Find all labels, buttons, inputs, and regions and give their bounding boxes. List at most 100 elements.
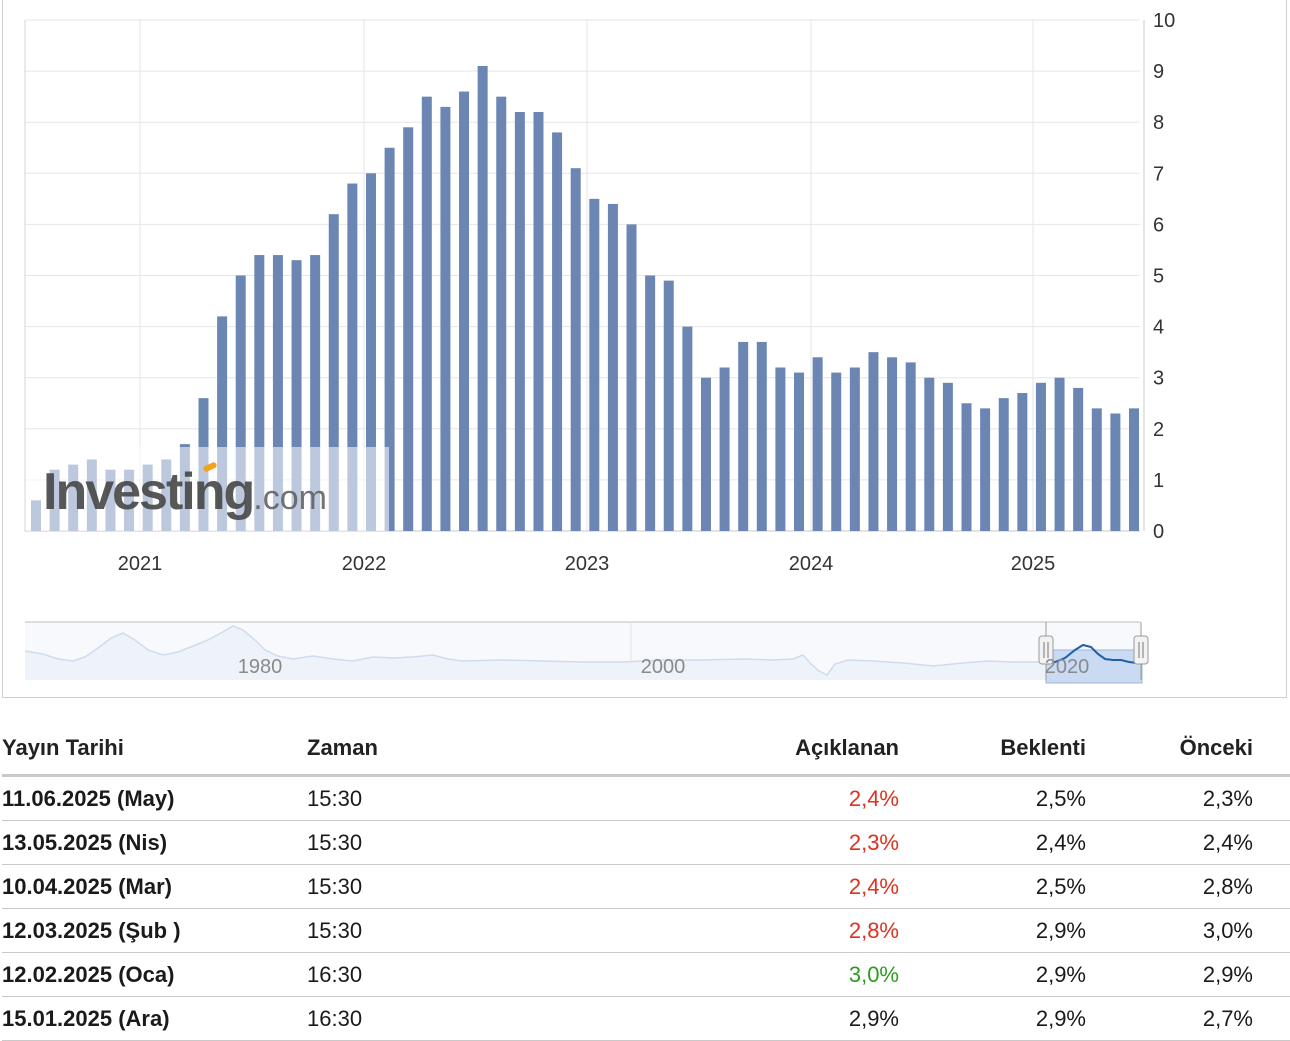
header-time[interactable]: Zaman bbox=[307, 722, 607, 777]
row-time: 16:30 bbox=[307, 996, 607, 1041]
chart-bar bbox=[756, 341, 767, 531]
row-actual: 2,8% bbox=[607, 908, 899, 953]
row-time: 15:30 bbox=[307, 908, 607, 953]
row-date: 11.06.2025 (May) bbox=[2, 775, 307, 821]
row-spacer bbox=[1253, 996, 1290, 1041]
navigator-handle[interactable] bbox=[1133, 635, 1149, 665]
row-spacer bbox=[1253, 864, 1290, 909]
chart-bar bbox=[477, 65, 488, 532]
chart-bar bbox=[980, 408, 991, 531]
y-tick-label: 5 bbox=[1153, 266, 1164, 288]
row-date: 15.01.2025 (Ara) bbox=[2, 996, 307, 1041]
row-previous: 2,8% bbox=[1086, 864, 1253, 909]
row-date: 10.04.2025 (Mar) bbox=[2, 864, 307, 909]
chart-panel: 0 1 2 3 4 5 6 7 8 9 10 2021 2022 2023 2024 2025 1980 200… bbox=[2, 0, 1287, 698]
header-forecast[interactable]: Beklenti bbox=[899, 722, 1086, 777]
row-spacer bbox=[1253, 952, 1290, 997]
chart-bar bbox=[831, 372, 842, 531]
navigator-selected-line bbox=[1046, 643, 1142, 665]
row-previous: 2,4% bbox=[1086, 820, 1253, 865]
table-row: 10.04.2025 (Mar) 15:30 2,4% 2,5% 2,8% bbox=[2, 864, 1290, 909]
chart-bar bbox=[942, 382, 953, 531]
x-tick-label: 2024 bbox=[789, 553, 834, 575]
chart-bar bbox=[384, 147, 395, 531]
chart-bar bbox=[440, 106, 451, 532]
chart-bar bbox=[533, 111, 544, 531]
release-history-table: Yayın Tarihi Zaman Açıklanan Beklenti Ön… bbox=[2, 722, 1290, 1041]
chart-bar bbox=[961, 403, 972, 531]
header-date[interactable]: Yayın Tarihi bbox=[2, 722, 307, 777]
chart-bar bbox=[254, 255, 265, 531]
chart-bar bbox=[403, 127, 414, 531]
chart-bar bbox=[347, 183, 358, 531]
chart-bar bbox=[682, 326, 693, 531]
chart-bar bbox=[328, 214, 339, 531]
navigator-year-label: 1980 bbox=[238, 656, 283, 678]
row-forecast: 2,4% bbox=[899, 820, 1086, 865]
row-date: 12.03.2025 (Şub ) bbox=[2, 908, 307, 953]
navigator-handle[interactable] bbox=[1038, 635, 1054, 665]
chart-bar bbox=[217, 316, 228, 531]
chart-bar bbox=[887, 357, 898, 531]
chart-bar bbox=[738, 341, 749, 531]
chart-bar bbox=[291, 260, 302, 531]
chart-bar bbox=[1129, 408, 1139, 531]
header-previous[interactable]: Önceki bbox=[1086, 722, 1253, 777]
navigator-year-label: 2020 bbox=[1045, 656, 1090, 678]
row-forecast: 2,5% bbox=[899, 775, 1086, 821]
y-tick-label: 2 bbox=[1153, 419, 1164, 441]
chart-bar bbox=[1110, 413, 1121, 531]
row-time: 15:30 bbox=[307, 775, 607, 821]
table-body: 11.06.2025 (May) 15:30 2,4% 2,5% 2,3% 13.05.2… bbox=[2, 775, 1290, 1041]
chart-bar bbox=[235, 275, 246, 531]
chart-bar bbox=[514, 111, 525, 531]
row-forecast: 2,9% bbox=[899, 952, 1086, 997]
chart-bar bbox=[1035, 382, 1046, 531]
chart-bar bbox=[998, 398, 1009, 531]
y-tick-label: 8 bbox=[1153, 112, 1164, 134]
chart-bar bbox=[365, 173, 376, 532]
row-actual: 3,0% bbox=[607, 952, 899, 997]
row-previous: 2,7% bbox=[1086, 996, 1253, 1041]
chart-bar bbox=[626, 224, 637, 531]
navigator-area bbox=[25, 626, 1046, 680]
header-actual[interactable]: Açıklanan bbox=[607, 722, 899, 777]
watermark-backdrop bbox=[26, 447, 389, 531]
row-previous: 3,0% bbox=[1086, 908, 1253, 953]
x-tick-label: 2023 bbox=[565, 553, 610, 575]
chart-bar bbox=[1054, 377, 1065, 531]
row-actual: 2,9% bbox=[607, 996, 899, 1041]
y-tick-label: 6 bbox=[1153, 214, 1164, 236]
navigator-selection[interactable] bbox=[1045, 649, 1143, 684]
chart-bar bbox=[700, 377, 711, 531]
chart-bar bbox=[607, 203, 618, 531]
chart-bar bbox=[1017, 393, 1028, 531]
row-forecast: 2,9% bbox=[899, 908, 1086, 953]
x-tick-label: 2022 bbox=[342, 553, 387, 575]
chart-bar bbox=[570, 168, 581, 531]
x-tick-label: 2021 bbox=[118, 553, 163, 575]
row-time: 16:30 bbox=[307, 952, 607, 997]
chart-bar bbox=[794, 372, 805, 531]
x-tick-label: 2025 bbox=[1011, 553, 1056, 575]
row-actual: 2,4% bbox=[607, 775, 899, 821]
y-tick-label: 10 bbox=[1153, 10, 1175, 32]
chart-bar bbox=[496, 96, 507, 532]
chart-bar bbox=[310, 255, 321, 531]
table-row: 11.06.2025 (May) 15:30 2,4% 2,5% 2,3% bbox=[2, 775, 1290, 821]
navigator-history-line bbox=[24, 625, 1046, 676]
row-forecast: 2,9% bbox=[899, 996, 1086, 1041]
navigator-year-label: 2000 bbox=[641, 656, 686, 678]
chart-bar bbox=[775, 367, 786, 531]
chart-bar bbox=[849, 367, 860, 531]
row-actual: 2,4% bbox=[607, 864, 899, 909]
y-tick-label: 9 bbox=[1153, 61, 1164, 83]
chart-bar bbox=[589, 198, 600, 531]
row-time: 15:30 bbox=[307, 820, 607, 865]
table-row: 13.05.2025 (Nis) 15:30 2,3% 2,4% 2,4% bbox=[2, 820, 1290, 865]
chart-bar bbox=[719, 367, 730, 531]
row-actual: 2,3% bbox=[607, 820, 899, 865]
range-navigator[interactable]: 1980 2000 2020 bbox=[3, 0, 1288, 698]
chart-bar bbox=[645, 275, 656, 531]
row-previous: 2,9% bbox=[1086, 952, 1253, 997]
